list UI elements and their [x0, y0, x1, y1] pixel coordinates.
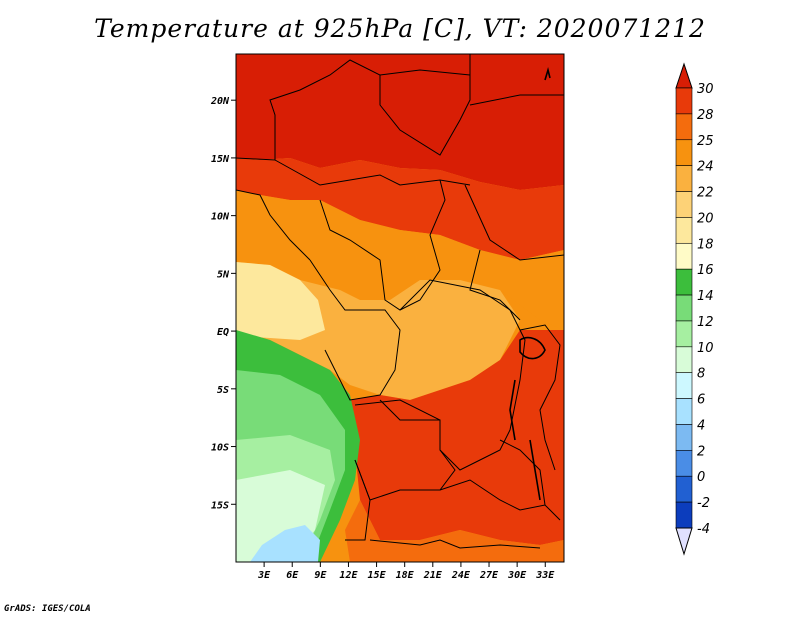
map-title: Temperature at 925hPa [C], VT: 202007121… — [94, 14, 706, 43]
lat-tick-label: 20N — [210, 96, 230, 107]
field-north-hot — [236, 54, 564, 190]
lat-ticks: 20N 15N 10N 5N EQ 5S 10S 15S — [210, 96, 236, 511]
lat-tick-label: 15S — [211, 500, 229, 511]
colorbar-box — [675, 268, 693, 296]
colorbar-label: 2 — [697, 444, 705, 459]
colorbar-box — [675, 242, 693, 270]
colorbar-label: 30 — [697, 82, 714, 97]
colorbar-label: 22 — [697, 186, 714, 201]
field-ocean-8 — [250, 525, 320, 562]
colorbar-label: 14 — [697, 289, 714, 304]
colorbar-label: 4 — [697, 418, 705, 433]
colorbar-box — [675, 139, 693, 166]
colorbar-box — [675, 165, 693, 192]
colorbar-label: 16 — [697, 263, 714, 278]
map-panel: 3E 6E 9E 12E 15E 18E 21E 24E 27E 30E 33E 20N 15N 10N… — [210, 53, 565, 581]
colorbar-box — [675, 87, 693, 115]
lon-tick-label: 18E — [396, 570, 415, 581]
colorbar-box — [675, 450, 693, 477]
colorbar-label: 20 — [697, 211, 714, 226]
lon-tick-label: 6E — [286, 570, 299, 581]
colorbar-label: 12 — [697, 315, 714, 330]
lat-tick-label: 15N — [211, 154, 230, 165]
colorbar-label: 10 — [697, 341, 714, 356]
lat-tick-label: 10S — [211, 443, 229, 454]
colorbar-bottom-triangle — [675, 527, 693, 556]
lon-tick-label: 15E — [368, 570, 387, 581]
lon-ticks: 3E 6E 9E 12E 15E 18E 21E 24E 27E 30E 33E — [257, 562, 555, 581]
colorbar-box — [675, 113, 693, 141]
lon-tick-label: 21E — [423, 570, 443, 581]
lat-tick-label: 5S — [217, 385, 229, 396]
colorbar-box — [675, 424, 693, 451]
colorbar-box — [675, 294, 693, 322]
colorbar-label: 18 — [697, 237, 714, 252]
lat-tick-label: 10N — [211, 212, 230, 223]
colorbar-box — [675, 346, 693, 374]
colorbar-box — [675, 372, 693, 399]
temperature-field — [236, 54, 564, 562]
credit-text: GrADS: IGES/COLA — [4, 604, 91, 614]
colorbar-label: -4 — [697, 522, 710, 537]
country-borders — [236, 54, 564, 549]
colorbar-box — [675, 398, 693, 425]
colorbar-box — [675, 475, 693, 503]
colorbar-label: 8 — [697, 367, 705, 382]
lon-tick-label: 3E — [257, 570, 271, 581]
lon-tick-label: 33E — [535, 570, 555, 581]
field-south-rim — [345, 500, 564, 562]
colorbar-label: -2 — [697, 496, 710, 511]
field-gulf-cool — [236, 262, 325, 340]
lat-tick-label: EQ — [217, 327, 229, 338]
lakes — [509, 66, 551, 501]
colorbar-label: 28 — [697, 108, 714, 123]
colorbar-label: 25 — [697, 134, 714, 149]
map-frame — [235, 53, 565, 563]
colorbar-box — [675, 320, 693, 348]
field-central-orange — [236, 190, 564, 330]
colorbar-box — [675, 191, 693, 218]
field-south-hot — [350, 330, 564, 545]
lat-tick-label: 5N — [217, 269, 230, 280]
colorbar-box — [675, 217, 693, 244]
lon-tick-label: 12E — [339, 570, 358, 581]
colorbar-label: 24 — [697, 160, 714, 175]
colorbar-top-triangle — [675, 62, 693, 89]
colorbar-box — [675, 501, 693, 529]
lon-tick-label: 9E — [314, 570, 327, 581]
colorbar-label: 6 — [697, 393, 705, 408]
colorbar-label: 0 — [697, 470, 705, 485]
lon-tick-label: 30E — [507, 570, 527, 581]
lon-tick-label: 27E — [479, 570, 499, 581]
lon-tick-label: 24E — [451, 570, 471, 581]
